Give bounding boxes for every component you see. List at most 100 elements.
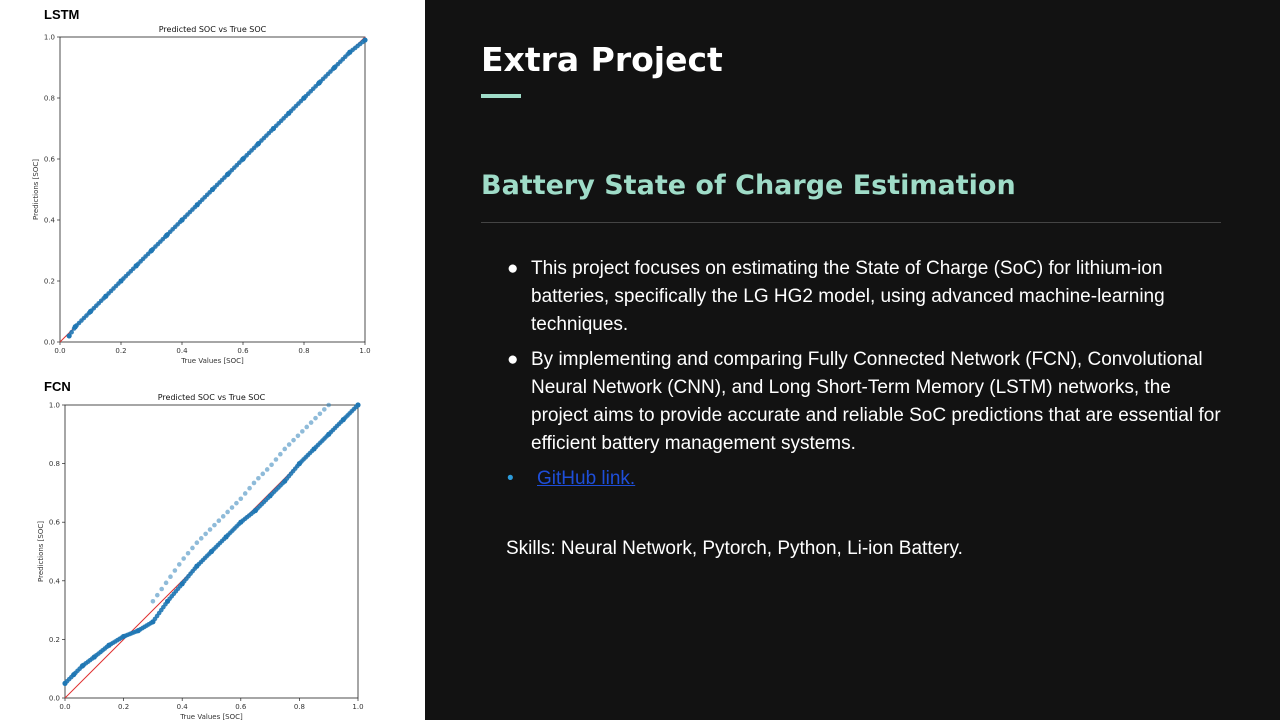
data-point — [154, 592, 160, 598]
data-point — [194, 202, 200, 208]
data-point — [79, 663, 86, 669]
data-point — [238, 519, 244, 525]
data-point — [212, 522, 217, 528]
data-point — [225, 509, 230, 515]
y-axis-label: Predictions [SOC] — [37, 521, 45, 582]
data-point — [194, 563, 200, 569]
title-underline — [481, 94, 521, 98]
skills-text: Skills: Neural Network, Pytorch, Python,… — [506, 538, 963, 559]
y-tick-label: 0.8 — [44, 95, 55, 103]
data-point — [267, 493, 273, 499]
data-point — [216, 518, 222, 524]
x-tick-label: 0.6 — [237, 347, 249, 355]
chart-title: Predicted SOC vs True SOC — [158, 393, 266, 402]
data-point — [198, 536, 204, 541]
slide-title: Extra Project — [481, 40, 723, 79]
y-tick-label: 0.6 — [44, 156, 56, 164]
data-point — [194, 540, 200, 546]
data-point — [362, 37, 368, 43]
data-point — [203, 531, 208, 537]
description-list: ● This project focuses on estimating the… — [507, 255, 1221, 500]
data-point — [282, 446, 288, 452]
fcn-chart-label: FCN — [44, 379, 71, 394]
y-tick-label: 0.6 — [49, 519, 61, 527]
x-tick-label: 0.8 — [298, 347, 309, 355]
data-point — [62, 680, 68, 686]
data-point — [270, 125, 277, 132]
data-point — [135, 628, 141, 634]
data-point — [291, 437, 296, 443]
y-tick-label: 0.2 — [44, 278, 55, 286]
bullet-icon: ● — [507, 258, 519, 279]
data-point — [317, 411, 323, 417]
list-item: ● By implementing and comparing Fully Co… — [507, 346, 1221, 458]
data-point — [208, 548, 215, 555]
data-point — [172, 568, 178, 573]
data-point — [264, 467, 270, 472]
data-point — [247, 485, 252, 491]
data-point — [229, 505, 235, 510]
data-point — [69, 329, 74, 335]
data-point — [251, 480, 257, 486]
data-point — [326, 402, 332, 408]
bullet-icon: • — [507, 468, 514, 489]
chart-title: Predicted SOC vs True SOC — [159, 25, 267, 34]
upper-band-points — [150, 402, 332, 604]
x-tick-label: 0.2 — [115, 347, 126, 355]
x-tick-label: 0.0 — [59, 703, 70, 711]
chart-panel: LSTM Predicted SOC vs True SOC 0.0 0.2 0.4 0… — [0, 0, 425, 720]
data-point — [185, 550, 191, 556]
github-link[interactable]: GitHub link. — [537, 468, 636, 489]
data-point — [234, 500, 239, 506]
y-tick-label: 0.2 — [49, 636, 60, 644]
data-point — [304, 424, 310, 430]
data-point — [190, 545, 195, 551]
data-point — [269, 462, 274, 468]
data-point — [91, 654, 97, 660]
content-panel: Extra Project Battery State of Charge Es… — [425, 0, 1280, 720]
data-point — [159, 586, 164, 592]
data-point — [242, 491, 248, 496]
data-point — [133, 263, 139, 269]
data-point — [311, 446, 317, 452]
bullet-text: This project focuses on estimating the S… — [531, 258, 1165, 335]
x-tick-label: 0.8 — [294, 703, 305, 711]
data-points — [66, 37, 368, 339]
data-point — [209, 186, 216, 193]
data-point — [300, 429, 305, 434]
x-tick-label: 0.4 — [176, 347, 188, 355]
data-point — [150, 599, 156, 604]
data-point — [296, 461, 302, 467]
y-tick-label: 1.0 — [49, 402, 60, 410]
list-item: • GitHub link. — [507, 465, 1221, 493]
data-points — [62, 402, 361, 686]
data-point — [72, 324, 78, 330]
data-point — [255, 141, 261, 147]
data-point — [179, 217, 185, 223]
y-tick-label: 0.0 — [49, 695, 60, 703]
section-divider — [481, 222, 1221, 223]
data-point — [347, 49, 353, 55]
data-point — [148, 247, 155, 254]
data-point — [308, 420, 314, 425]
data-point — [252, 507, 259, 514]
y-tick-label: 0.4 — [49, 577, 61, 585]
data-point — [260, 471, 266, 477]
data-point — [238, 496, 244, 502]
data-point — [256, 475, 261, 481]
data-point — [316, 80, 322, 86]
data-point — [313, 415, 318, 421]
x-tick-label: 0.4 — [177, 703, 189, 711]
data-point — [181, 556, 186, 561]
data-point — [121, 633, 127, 640]
data-point — [286, 442, 292, 447]
data-point — [301, 95, 307, 101]
data-point — [164, 598, 171, 604]
x-axis-label: True Values [SOC] — [179, 713, 243, 720]
data-point — [71, 671, 77, 678]
x-tick-label: 0.2 — [118, 703, 129, 711]
data-point — [103, 293, 109, 299]
data-point — [355, 402, 361, 408]
data-point — [278, 451, 283, 457]
data-point — [326, 431, 332, 437]
